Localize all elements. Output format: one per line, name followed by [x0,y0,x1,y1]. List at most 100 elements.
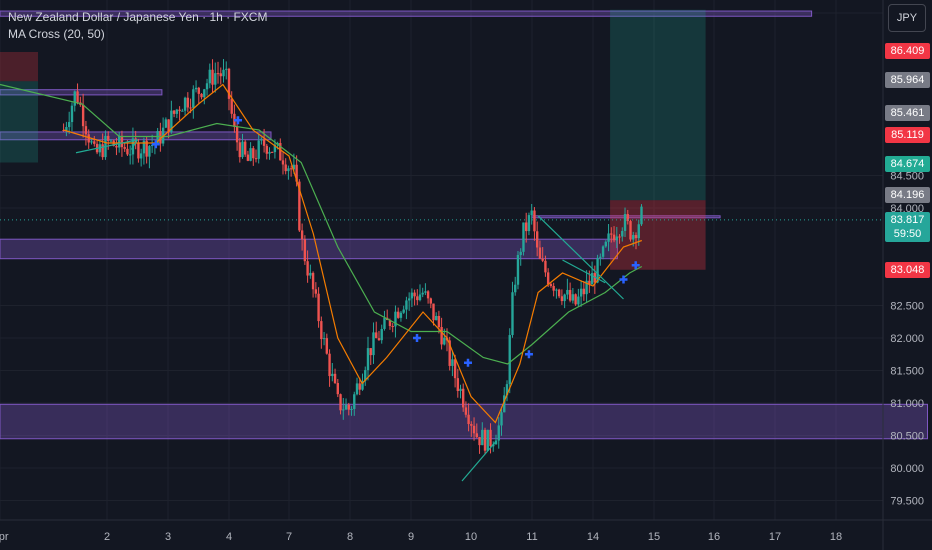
candle-body [544,260,547,273]
candle-body [453,359,457,379]
candle-body [167,119,170,133]
ma-slow-line [0,83,643,365]
candle-body [244,141,247,155]
candle-body [265,145,268,154]
candle-body [505,384,509,396]
candle-body [582,288,586,295]
candle-body [219,73,222,77]
candle-body [574,294,577,305]
price-tick-label: 79.500 [890,496,924,508]
cross-marker [413,334,421,342]
candle-body [560,296,564,302]
candle-body [260,139,263,141]
candle-body [448,340,451,366]
candle-body [516,254,520,285]
candle-body [70,105,74,123]
candle-body [159,131,162,144]
candle-body [246,154,250,161]
candle-body [230,98,233,114]
candle-body [186,97,190,108]
price-tag: 85.119 [885,127,930,144]
candle-body [579,288,583,297]
trendline [562,259,606,284]
candle-body [489,429,492,447]
candle-body [410,292,414,299]
zone [0,10,813,17]
candle-body [443,337,446,345]
candle-body [353,394,356,409]
candle-body [568,289,572,301]
candle-body [183,97,187,111]
candle-body [377,338,381,341]
current-price-value: 83.817 [890,213,925,226]
candle-body [175,109,179,114]
candle-body [142,140,146,154]
price-tag: 84.674 [885,156,930,173]
current-price-tag: 83.817 59:50 [885,211,930,242]
candle-body [508,335,511,385]
candle-body [118,135,121,148]
cross-marker [619,275,628,284]
candle-body [281,160,285,165]
candle-body [467,414,470,425]
candle-body [65,127,68,131]
candle-body [320,321,323,340]
candle-body [137,142,140,159]
candle-body [355,383,359,395]
candle-body [497,425,500,441]
price-tick-label: 81.500 [890,366,924,378]
candle-body [607,233,610,242]
candle-body [361,380,364,390]
candle-body [81,104,85,127]
candle-body [123,147,126,149]
trendlines [0,139,883,482]
time-tick-label: 16 [708,531,720,543]
candle-body [435,315,438,321]
candle-body [571,294,575,301]
time-tick-label: 7 [286,531,292,543]
left-target-shade [0,81,38,163]
currency-button[interactable]: JPY [888,4,926,32]
candle-body [364,370,367,381]
candle-body [178,109,181,112]
candle-body [527,215,531,232]
candle-body [109,140,113,142]
candle-body [298,181,301,231]
candle-body [640,206,643,225]
candle-body [486,429,489,451]
time-tick-label: 10 [465,531,477,543]
candle-body [494,440,498,445]
candle-body [156,131,159,144]
candle-body [437,315,441,328]
candle-body [604,241,608,247]
price-tag: 85.461 [885,105,930,122]
cross-marker [234,116,242,125]
candle-body [383,317,386,329]
candle-body [519,251,522,255]
zone [0,89,163,96]
candle-body [618,236,621,238]
candle-body [317,293,320,322]
candle-body [503,395,506,413]
candle-body [522,222,525,252]
candle-body [262,139,266,146]
candle-body [222,69,225,77]
candle-body [478,437,481,446]
candle-body [552,286,555,291]
candle-body [289,168,293,170]
candle-body [418,294,422,301]
candle-body [331,373,334,377]
candle-body [271,151,274,153]
candle-body [73,91,76,106]
candle-body [126,148,129,155]
candle-body [211,69,214,85]
zone [0,238,618,260]
candle-body [203,89,206,98]
candle-body [235,126,239,143]
candle-body [93,141,96,144]
candle-body [566,289,569,295]
candle-body [388,320,392,327]
candle-body [300,230,304,240]
